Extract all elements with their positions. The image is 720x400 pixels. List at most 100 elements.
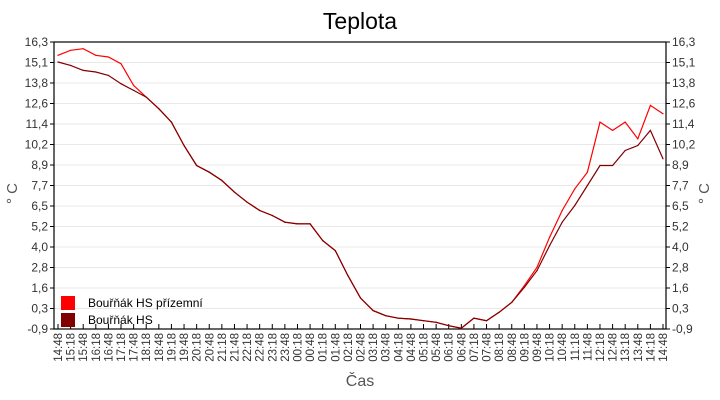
x-tick-label: 14:18 [645, 333, 657, 362]
data-point [57, 61, 59, 63]
x-tick-label: 13:18 [620, 333, 632, 362]
data-point [170, 121, 173, 123]
y-tick-label-left: 5,2 [31, 220, 48, 234]
y-tick-label-right: 10,2 [672, 138, 696, 152]
x-tick-label: 15:18 [66, 333, 78, 362]
data-point [611, 164, 614, 167]
data-point [473, 317, 475, 319]
data-point [107, 74, 110, 76]
data-point [271, 214, 273, 217]
y-tick-label-left: 13,8 [25, 76, 49, 90]
y-tick-label-right: 5,2 [672, 220, 689, 234]
x-tick-label: 17:48 [129, 333, 141, 362]
y-tick-label-left: 2,8 [31, 261, 48, 275]
data-point [82, 69, 84, 71]
data-point [624, 121, 626, 123]
y-tick-label-right: -0,9 [672, 322, 693, 336]
data-point [359, 297, 362, 299]
y-tick-label-left: 4,0 [31, 240, 48, 254]
data-point [120, 63, 122, 65]
x-tick-label: 04:18 [393, 333, 405, 362]
data-point [246, 201, 248, 203]
data-point [133, 89, 135, 91]
data-point [498, 311, 500, 313]
x-tick-label: 19:18 [166, 333, 178, 362]
x-tick-label: 20:18 [192, 333, 204, 362]
x-axis-label: Čas [345, 373, 375, 390]
x-tick-label: 05:48 [431, 333, 443, 362]
data-point [548, 244, 551, 247]
x-tick-label: 06:18 [444, 333, 456, 362]
data-point [536, 269, 538, 272]
x-tick-label: 14:48 [658, 333, 670, 362]
x-tick-label: 10:48 [557, 333, 569, 362]
data-point [460, 327, 462, 329]
y-tick-label-left: 15,1 [25, 56, 49, 70]
x-tick-label: 11:48 [582, 333, 594, 361]
data-point [523, 285, 525, 287]
data-point [536, 266, 538, 268]
y-tick-label-right: 16,3 [672, 35, 696, 49]
y-tick-label-right: 8,9 [672, 158, 689, 172]
data-point [385, 315, 387, 317]
data-point [435, 321, 437, 323]
x-tick-label: 06:48 [456, 333, 468, 362]
legend-label: Bouřňák HS přízemní [88, 296, 203, 310]
x-tick-label: 23:48 [280, 333, 292, 362]
y-tick-label-right: 4,0 [672, 240, 689, 254]
x-tick-label: 16:48 [103, 333, 115, 362]
x-tick-label: 15:48 [78, 333, 90, 362]
x-tick-label: 04:48 [406, 333, 418, 362]
data-point [233, 191, 236, 193]
data-point [334, 249, 336, 252]
data-point [637, 144, 639, 147]
data-point [259, 209, 261, 212]
x-tick-label: 08:48 [507, 333, 519, 362]
data-point [107, 56, 110, 58]
data-point [296, 223, 299, 225]
legend-swatch [61, 313, 75, 327]
data-point [410, 318, 412, 320]
y-tick-label-left: 16,3 [25, 35, 49, 49]
x-tick-label: 05:18 [419, 333, 431, 362]
y-tick-label-left: 1,6 [31, 281, 48, 295]
data-point [120, 83, 122, 85]
x-tick-label: 00:48 [305, 333, 317, 362]
x-tick-label: 21:48 [229, 333, 241, 362]
x-tick-label: 10:18 [545, 333, 557, 362]
y-tick-label-right: 7,7 [672, 179, 689, 193]
x-tick-label: 20:48 [204, 333, 216, 362]
y-tick-label-right: 1,6 [672, 281, 689, 295]
x-tick-label: 02:18 [343, 333, 355, 362]
x-tick-label: 16:18 [91, 333, 103, 362]
data-point [70, 49, 72, 51]
x-tick-label: 11:18 [570, 333, 582, 361]
data-point [208, 171, 210, 173]
data-point [574, 188, 576, 190]
x-tick-label: 00:18 [292, 333, 304, 362]
data-point [70, 64, 72, 66]
legend-label: Bouřňák HS [88, 313, 153, 327]
y-tick-label-left: 8,9 [31, 158, 48, 172]
x-tick-label: 01:48 [330, 333, 342, 362]
data-point [221, 179, 223, 182]
x-tick-label: 07:18 [469, 333, 481, 362]
y-tick-label-right: 2,8 [672, 261, 689, 275]
y-tick-label-right: 0,3 [672, 302, 689, 316]
y-tick-label-left: 10,2 [25, 138, 49, 152]
data-point [322, 239, 324, 242]
x-tick-label: 03:18 [368, 333, 380, 362]
x-tick-label: 22:18 [242, 333, 254, 362]
y-tick-label-left: 12,6 [25, 97, 49, 111]
y-tick-label-left: 7,7 [31, 179, 48, 193]
data-point [511, 301, 513, 303]
data-point [586, 184, 588, 187]
data-point [448, 325, 450, 327]
chart-title: Teplota [322, 8, 398, 34]
x-tick-label: 09:48 [532, 333, 544, 362]
x-tick-label: 12:18 [595, 333, 607, 362]
data-point [624, 149, 626, 152]
data-point [485, 320, 488, 322]
y-tick-label-right: 13,8 [672, 76, 696, 90]
